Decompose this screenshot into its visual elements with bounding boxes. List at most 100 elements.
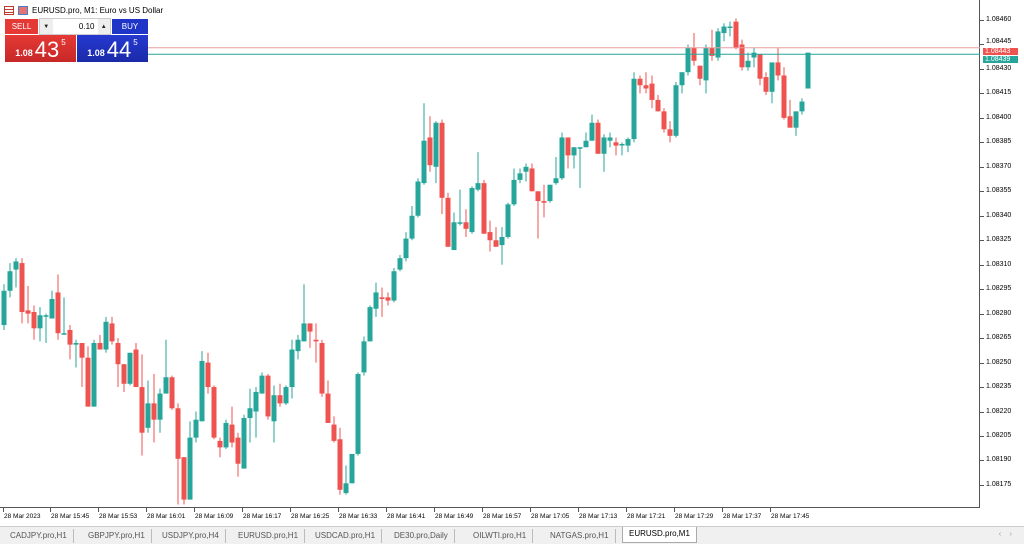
candle-body	[589, 122, 595, 141]
candle-body	[769, 62, 775, 92]
time-axis-label: 28 Mar 17:37	[723, 513, 762, 520]
bullish-candle	[301, 284, 307, 342]
time-axis-tick	[50, 508, 51, 512]
bearish-candle	[481, 179, 487, 234]
tab-eurusd-pro-m1[interactable]: EURUSD.pro,M1	[622, 527, 697, 543]
bearish-candle	[655, 95, 661, 112]
bearish-candle	[55, 274, 61, 340]
candle-body	[283, 387, 289, 404]
bullish-candle	[673, 81, 679, 138]
bearish-candle	[541, 184, 547, 218]
bullish-candle	[241, 414, 247, 469]
bearish-candle	[613, 137, 619, 156]
tab-cadjpy-pro-h1[interactable]: CADJPY.pro,H1	[4, 529, 74, 543]
lot-size-stepper: ▼ ▲	[39, 18, 111, 35]
bullish-candle	[721, 23, 727, 42]
bullish-candle	[607, 132, 613, 148]
time-axis-label: 28 Mar 16:41	[387, 513, 426, 520]
sell-price-button[interactable]: 1.08 43 5	[5, 35, 76, 62]
bearish-candle	[19, 258, 25, 324]
bullish-candle	[103, 316, 109, 353]
candle-body	[7, 271, 13, 291]
bearish-candle	[181, 457, 187, 505]
price-axis-tick	[980, 191, 984, 193]
bullish-candle	[361, 336, 367, 376]
bearish-candle	[661, 108, 667, 133]
candle-body	[331, 424, 337, 441]
candle-body	[757, 54, 763, 79]
candle-body	[355, 373, 361, 454]
price-axis-label: 1.08310	[986, 260, 1012, 268]
tab-eurusd-pro-h1[interactable]: EURUSD.pro,H1	[232, 529, 306, 543]
candle-body	[571, 147, 577, 156]
tab-usdcad-pro-h1[interactable]: USDCAD.pro,H1	[309, 529, 383, 543]
one-click-trading-panel: 1.08 43 5 1.08 44 5 SELL ▼ ▲ BUY	[5, 18, 148, 63]
time-axis-tick	[194, 508, 195, 512]
candle-body	[163, 377, 169, 394]
candle-body	[61, 333, 67, 335]
price-axis-label: 1.08460	[986, 16, 1012, 23]
candle-body	[511, 179, 517, 205]
bullish-candle	[631, 72, 637, 143]
candle-body	[403, 238, 409, 259]
chart-icon[interactable]	[18, 5, 28, 15]
tab-usdjpy-pro-h4[interactable]: USDJPY.pro,H4	[156, 529, 226, 543]
candle-body	[361, 341, 367, 373]
time-axis-tick	[626, 508, 627, 512]
list-icon[interactable]	[4, 5, 14, 15]
lot-size-input[interactable]	[52, 19, 98, 34]
time-axis-tick	[98, 508, 99, 512]
time-axis-label: 28 Mar 17:13	[579, 513, 618, 520]
candle-body	[481, 183, 487, 234]
bullish-candle	[253, 387, 259, 438]
price-axis-tick	[980, 338, 984, 340]
price-axis-label: 1.08355	[986, 187, 1012, 195]
buy-price-button[interactable]: 1.08 44 5	[77, 35, 148, 62]
lot-increase-icon[interactable]: ▲	[100, 23, 107, 30]
bullish-candle	[157, 388, 163, 433]
bearish-candle	[763, 72, 769, 96]
bullish-candle	[547, 184, 553, 203]
tab-natgas-pro-h1[interactable]: NATGAS.pro,H1	[544, 529, 616, 543]
candle-body	[115, 343, 121, 365]
candle-body	[229, 424, 235, 443]
bullish-candle	[715, 28, 721, 61]
tab-gbpjpy-pro-h1[interactable]: GBPJPY.pro,H1	[82, 529, 152, 543]
time-axis-label: 28 Mar 2023	[4, 513, 41, 520]
candle-body	[775, 62, 781, 76]
bearish-candle	[379, 287, 385, 317]
buy-button[interactable]: BUY	[112, 19, 148, 34]
tab-de30-pro-daily[interactable]: DE30.pro,Daily	[388, 529, 455, 543]
bullish-candle	[223, 419, 229, 450]
bullish-candle	[685, 44, 691, 76]
candle-body	[259, 375, 265, 394]
chart-area[interactable]	[0, 0, 980, 508]
candle-body	[205, 362, 211, 388]
tab-oilwti-pro-h1[interactable]: OILWTI.pro,H1	[467, 529, 534, 543]
candle-body	[253, 391, 259, 412]
bearish-candle	[331, 416, 337, 443]
candle-body	[487, 232, 493, 241]
lot-decrease-icon[interactable]: ▼	[43, 23, 50, 30]
bearish-candle	[121, 364, 127, 392]
candle-body	[103, 321, 109, 350]
candlestick-plot[interactable]	[0, 0, 980, 508]
candle-body	[373, 292, 379, 309]
tab-scroll-arrows-icon[interactable]: ‹›	[998, 529, 1020, 538]
candle-body	[703, 47, 709, 81]
candle-body	[637, 78, 643, 86]
candle-body	[445, 197, 451, 247]
bearish-candle	[493, 227, 499, 247]
bullish-candle	[505, 202, 511, 239]
candle-body	[505, 204, 511, 237]
candle-body	[127, 352, 133, 384]
candle-body	[211, 387, 217, 438]
sell-button[interactable]: SELL	[5, 19, 38, 34]
candle-body	[169, 377, 175, 409]
bullish-candle	[367, 305, 373, 342]
candle-body	[619, 143, 625, 146]
bearish-candle	[535, 191, 541, 239]
time-axis-tick	[290, 508, 291, 512]
bullish-candle	[475, 152, 481, 192]
candle-body	[1, 290, 7, 326]
